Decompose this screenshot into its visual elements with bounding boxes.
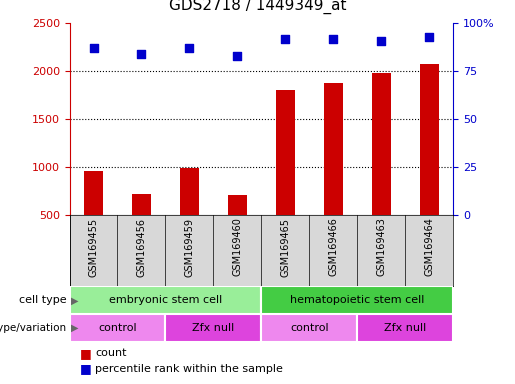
Bar bbox=[180, 169, 199, 215]
Bar bbox=[132, 194, 151, 215]
Text: Zfx null: Zfx null bbox=[192, 323, 234, 333]
Text: embryonic stem cell: embryonic stem cell bbox=[109, 295, 222, 305]
Text: Zfx null: Zfx null bbox=[384, 323, 426, 333]
Text: cell type: cell type bbox=[20, 295, 67, 305]
Bar bbox=[70, 314, 165, 342]
Text: ■: ■ bbox=[80, 362, 92, 375]
Point bbox=[377, 38, 385, 44]
Text: GSM169459: GSM169459 bbox=[184, 218, 195, 276]
Bar bbox=[372, 73, 391, 215]
Text: hematopoietic stem cell: hematopoietic stem cell bbox=[290, 295, 424, 305]
Text: GSM169456: GSM169456 bbox=[136, 218, 146, 276]
Point bbox=[138, 51, 146, 57]
Text: control: control bbox=[98, 323, 137, 333]
Text: ▶: ▶ bbox=[71, 295, 78, 305]
Text: ▶: ▶ bbox=[71, 323, 78, 333]
Bar bbox=[420, 64, 439, 215]
Point bbox=[281, 36, 289, 42]
Bar bbox=[324, 83, 343, 215]
Text: GSM169460: GSM169460 bbox=[232, 218, 243, 276]
Bar bbox=[261, 314, 357, 342]
Text: GSM169455: GSM169455 bbox=[89, 218, 98, 277]
Text: GSM169463: GSM169463 bbox=[376, 218, 386, 276]
Point bbox=[425, 34, 433, 40]
Point bbox=[233, 53, 242, 59]
Bar bbox=[276, 90, 295, 215]
Bar bbox=[357, 314, 453, 342]
Bar bbox=[228, 195, 247, 215]
Text: count: count bbox=[95, 348, 127, 358]
Bar bbox=[70, 286, 261, 314]
Bar bbox=[261, 286, 453, 314]
Text: GSM169465: GSM169465 bbox=[280, 218, 290, 276]
Text: control: control bbox=[290, 323, 329, 333]
Text: GSM169466: GSM169466 bbox=[328, 218, 338, 276]
Text: genotype/variation: genotype/variation bbox=[0, 323, 67, 333]
Text: GSM169464: GSM169464 bbox=[424, 218, 434, 276]
Text: percentile rank within the sample: percentile rank within the sample bbox=[95, 364, 283, 374]
Point bbox=[185, 45, 194, 51]
Text: GDS2718 / 1449349_at: GDS2718 / 1449349_at bbox=[169, 0, 346, 14]
Text: ■: ■ bbox=[80, 347, 92, 360]
Bar bbox=[84, 171, 103, 215]
Bar bbox=[165, 314, 261, 342]
Point bbox=[90, 45, 98, 51]
Point bbox=[329, 36, 337, 42]
